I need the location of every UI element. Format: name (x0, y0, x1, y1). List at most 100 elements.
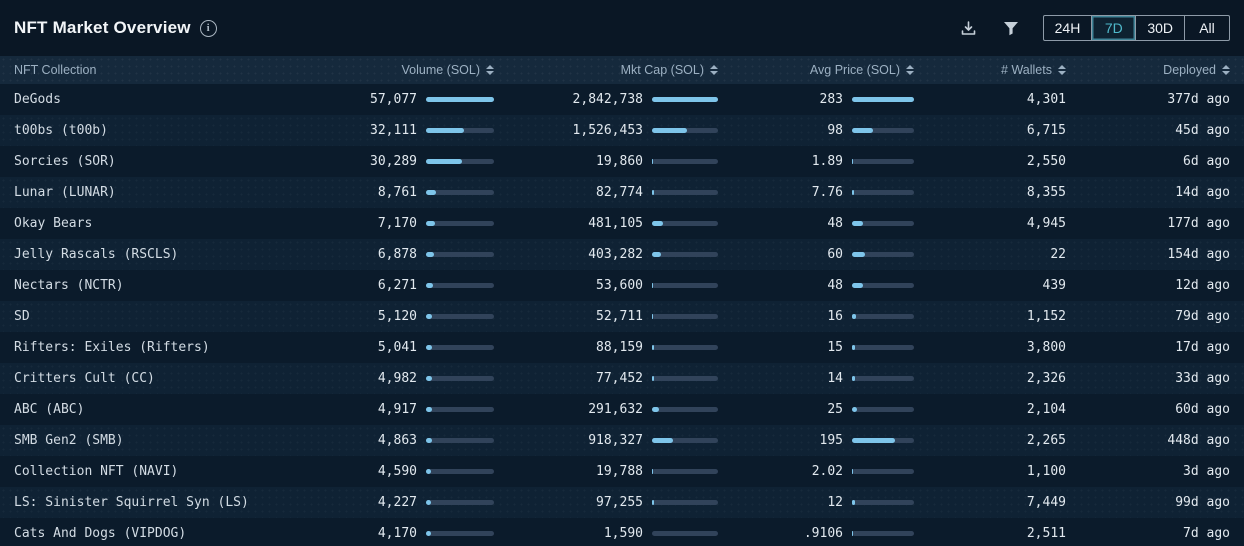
avgprice-cell: 15 (718, 340, 914, 355)
avgprice-value: 14 (827, 371, 843, 386)
collection-name[interactable]: t00bs (t00b) (14, 123, 108, 138)
wallets-value: 6,715 (1026, 123, 1066, 138)
table-body: DeGods 57,077 2,842,738 283 4,301 377d a… (0, 84, 1244, 546)
avgprice-bar (852, 345, 914, 350)
time-range-30d[interactable]: 30D (1136, 16, 1185, 40)
volume-bar (426, 252, 494, 257)
avgprice-bar (852, 221, 914, 226)
mktcap-value: 403,282 (588, 247, 643, 262)
table-row[interactable]: LS: Sinister Squirrel Syn (LS) 4,227 97,… (0, 487, 1244, 518)
avgprice-cell: 14 (718, 371, 914, 386)
avgprice-value: 48 (827, 278, 843, 293)
time-range-all[interactable]: All (1185, 16, 1229, 40)
collection-name[interactable]: Okay Bears (14, 216, 93, 231)
collection-name[interactable]: Cats And Dogs (VIPDOG) (14, 526, 187, 541)
avgprice-bar (852, 252, 914, 257)
collection-name[interactable]: Rifters: Exiles (Rifters) (14, 340, 210, 355)
volume-cell: 8,761 (306, 185, 494, 200)
table-row[interactable]: Cats And Dogs (VIPDOG) 4,170 1,590 .9106… (0, 518, 1244, 546)
mktcap-value: 77,452 (596, 371, 643, 386)
mktcap-cell: 481,105 (494, 216, 718, 231)
collection-name[interactable]: Nectars (NCTR) (14, 278, 124, 293)
collection-name[interactable]: Sorcies (SOR) (14, 154, 116, 169)
avgprice-value: 48 (827, 216, 843, 231)
avgprice-cell: 48 (718, 216, 914, 231)
mktcap-value: 918,327 (588, 433, 643, 448)
avgprice-cell: 283 (718, 92, 914, 107)
filter-button[interactable] (1001, 19, 1021, 38)
table-row[interactable]: ABC (ABC) 4,917 291,632 25 2,104 60d ago (0, 394, 1244, 425)
table-row[interactable]: t00bs (t00b) 32,111 1,526,453 98 6,715 4… (0, 115, 1244, 146)
table-row[interactable]: Collection NFT (NAVI) 4,590 19,788 2.02 … (0, 456, 1244, 487)
volume-bar (426, 97, 494, 102)
collection-name[interactable]: Jelly Rascals (RSCLS) (14, 247, 179, 262)
time-range-7d[interactable]: 7D (1092, 16, 1137, 40)
mktcap-cell: 1,590 (494, 526, 718, 541)
collection-name[interactable]: SMB Gen2 (SMB) (14, 433, 124, 448)
avgprice-cell: 1.89 (718, 154, 914, 169)
volume-value: 4,170 (377, 526, 417, 541)
volume-value: 6,271 (377, 278, 417, 293)
column-header-volume[interactable]: Volume (SOL) (306, 63, 494, 77)
deployed-value: 3d ago (1183, 464, 1230, 479)
volume-bar (426, 345, 494, 350)
collection-name[interactable]: SD (14, 309, 30, 324)
mktcap-value: 1,590 (603, 526, 643, 541)
column-header-avgprice[interactable]: Avg Price (SOL) (718, 63, 914, 77)
collection-name[interactable]: LS: Sinister Squirrel Syn (LS) (14, 495, 249, 510)
avgprice-value: 2.02 (811, 464, 843, 479)
volume-cell: 6,271 (306, 278, 494, 293)
volume-bar (426, 376, 494, 381)
collection-name[interactable]: Critters Cult (CC) (14, 371, 155, 386)
volume-value: 4,227 (377, 495, 417, 510)
table-row[interactable]: Critters Cult (CC) 4,982 77,452 14 2,326… (0, 363, 1244, 394)
collection-name[interactable]: ABC (ABC) (14, 402, 85, 417)
volume-bar (426, 438, 494, 443)
avgprice-bar (852, 314, 914, 319)
mktcap-bar (652, 159, 718, 164)
volume-bar (426, 190, 494, 195)
table-row[interactable]: Okay Bears 7,170 481,105 48 4,945 177d a… (0, 208, 1244, 239)
info-icon[interactable]: i (199, 19, 217, 37)
filter-icon (1003, 21, 1019, 36)
mktcap-value: 88,159 (596, 340, 643, 355)
column-header-wallets[interactable]: # Wallets (914, 63, 1066, 77)
table-row[interactable]: DeGods 57,077 2,842,738 283 4,301 377d a… (0, 84, 1244, 115)
deployed-value: 448d ago (1167, 433, 1230, 448)
time-range-group: 24H 7D 30D All (1042, 15, 1230, 41)
table-row[interactable]: Lunar (LUNAR) 8,761 82,774 7.76 8,355 14… (0, 177, 1244, 208)
mktcap-cell: 19,860 (494, 154, 718, 169)
avgprice-cell: .9106 (718, 526, 914, 541)
mktcap-bar (652, 345, 718, 350)
column-header-mktcap[interactable]: Mkt Cap (SOL) (494, 63, 718, 77)
table-row[interactable]: SD 5,120 52,711 16 1,152 79d ago (0, 301, 1244, 332)
download-button[interactable] (958, 18, 979, 39)
mktcap-bar (652, 190, 718, 195)
mktcap-value: 53,600 (596, 278, 643, 293)
volume-cell: 30,289 (306, 154, 494, 169)
avgprice-cell: 48 (718, 278, 914, 293)
wallets-value: 2,104 (1026, 402, 1066, 417)
table-row[interactable]: Jelly Rascals (RSCLS) 6,878 403,282 60 2… (0, 239, 1244, 270)
time-range-24h[interactable]: 24H (1044, 16, 1093, 40)
volume-cell: 4,170 (306, 526, 494, 541)
deployed-value: 33d ago (1175, 371, 1230, 386)
mktcap-value: 97,255 (596, 495, 643, 510)
column-header-deployed[interactable]: Deployed (1066, 63, 1230, 77)
mktcap-value: 82,774 (596, 185, 643, 200)
collection-name[interactable]: Lunar (LUNAR) (14, 185, 116, 200)
table-row[interactable]: Rifters: Exiles (Rifters) 5,041 88,159 1… (0, 332, 1244, 363)
avgprice-bar (852, 159, 914, 164)
page-title: NFT Market Overview (14, 18, 191, 37)
volume-cell: 6,878 (306, 247, 494, 262)
sort-icon (906, 65, 914, 75)
table-row[interactable]: SMB Gen2 (SMB) 4,863 918,327 195 2,265 4… (0, 425, 1244, 456)
table-row[interactable]: Sorcies (SOR) 30,289 19,860 1.89 2,550 6… (0, 146, 1244, 177)
avgprice-cell: 16 (718, 309, 914, 324)
table-row[interactable]: Nectars (NCTR) 6,271 53,600 48 439 12d a… (0, 270, 1244, 301)
titlebar: NFT Market Overview i (0, 0, 1244, 56)
sort-icon (1222, 65, 1230, 75)
collection-name[interactable]: Collection NFT (NAVI) (14, 464, 179, 479)
sort-icon (486, 65, 494, 75)
collection-name[interactable]: DeGods (14, 92, 61, 107)
